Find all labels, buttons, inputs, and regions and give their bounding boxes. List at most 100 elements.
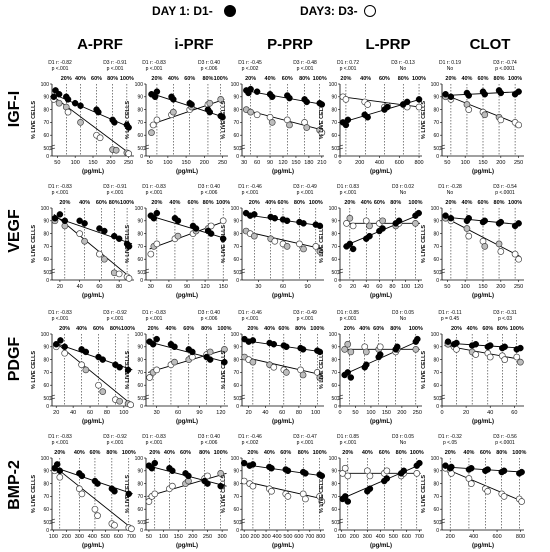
stat-d3-r: D3 r: -0.49 bbox=[293, 184, 317, 190]
y-tick-label: 80 bbox=[233, 481, 239, 487]
day3-point bbox=[128, 525, 135, 533]
x-tick-label: 150 bbox=[291, 160, 300, 166]
y-tick-label: 50 bbox=[233, 396, 239, 402]
x-axis-label: (pg/mL) bbox=[370, 543, 392, 549]
day3-point bbox=[81, 237, 88, 245]
day3-point bbox=[253, 111, 261, 119]
percent-marker: 40% bbox=[74, 450, 85, 456]
y-tick-label: 90 bbox=[433, 345, 439, 351]
y-axis-label: % LIVE CELLS bbox=[421, 101, 427, 140]
x-tick-label: 30 bbox=[154, 410, 160, 416]
x-tick-label: 60 bbox=[87, 410, 93, 416]
stat-d3-p: p <.001 bbox=[107, 316, 124, 322]
x-tick-label: 300 bbox=[363, 534, 372, 540]
x-tick-label: 300 bbox=[75, 534, 84, 540]
day1-point bbox=[286, 94, 293, 102]
day1-point bbox=[501, 343, 508, 351]
y-tick-label: 100 bbox=[431, 206, 440, 212]
x-axis-label: (pg/mL) bbox=[176, 169, 198, 175]
day3-point bbox=[341, 346, 348, 353]
stat-d1-r: D1 r: -0.28 bbox=[438, 184, 462, 190]
day1-point bbox=[101, 227, 108, 235]
y-tick-label: 100 bbox=[135, 456, 144, 462]
percent-marker: 60% bbox=[379, 76, 390, 82]
axis-break-mark bbox=[336, 144, 344, 151]
y-tick-label: 80 bbox=[331, 481, 337, 487]
x-tick-label: 100 bbox=[401, 284, 410, 290]
day3-point bbox=[206, 99, 214, 107]
day3-point bbox=[268, 119, 276, 126]
day3-point bbox=[250, 232, 258, 240]
x-tick-label: 100 bbox=[159, 534, 168, 540]
axis-break-mark bbox=[438, 394, 446, 401]
day3-point bbox=[341, 464, 349, 472]
day1-point bbox=[71, 99, 79, 107]
x-tick-label: 90 bbox=[196, 410, 202, 416]
percent-marker: 60% bbox=[482, 326, 493, 332]
day3-point bbox=[343, 220, 350, 227]
y-tick-label: 90 bbox=[433, 219, 439, 225]
percent-marker: 100% bbox=[214, 450, 228, 456]
day1-point bbox=[219, 114, 226, 121]
day3-point bbox=[486, 353, 494, 361]
day3-point bbox=[153, 240, 161, 248]
x-tick-label: 120 bbox=[200, 284, 209, 290]
y-tick-label: 80 bbox=[433, 231, 439, 237]
day3-point bbox=[376, 343, 384, 351]
y-tick-label: 70 bbox=[331, 494, 337, 500]
percent-marker: 40% bbox=[463, 450, 474, 456]
stat-d1-p: p <.001 bbox=[52, 190, 69, 196]
y-tick-label: 0 bbox=[140, 404, 143, 410]
x-tick-label: 180 bbox=[304, 160, 313, 166]
y-tick-label: 90 bbox=[43, 469, 49, 475]
day3-point bbox=[513, 353, 521, 361]
day3-point bbox=[148, 129, 155, 136]
y-axis-label: % LIVE CELLS bbox=[31, 101, 37, 140]
day1-point bbox=[414, 335, 421, 343]
y-tick-label: 0 bbox=[140, 278, 143, 284]
percent-marker: 60% bbox=[282, 76, 293, 82]
stat-d1-r: D1 r: -0.46 bbox=[238, 434, 262, 440]
y-tick-label: 70 bbox=[331, 244, 337, 250]
day1-point bbox=[364, 114, 371, 121]
x-tick-label: 100 bbox=[119, 410, 128, 416]
y-tick-label: 70 bbox=[43, 244, 49, 250]
x-tick-label: 60 bbox=[96, 284, 102, 290]
percent-marker: 80% bbox=[390, 200, 401, 206]
stat-d3-p: No bbox=[400, 190, 407, 196]
y-tick-label: 70 bbox=[331, 370, 337, 376]
stat-d1-r: D1 r: -0.83 bbox=[142, 184, 166, 190]
day1-point bbox=[50, 93, 58, 101]
x-tick-label: 200 bbox=[446, 534, 455, 540]
y-axis-label: % LIVE CELLS bbox=[221, 351, 227, 390]
y-tick-label: 60 bbox=[433, 507, 439, 513]
day1-point bbox=[189, 348, 196, 356]
y-tick-label: 80 bbox=[433, 357, 439, 363]
scatter-panel-igf-i-p-prp: D1 r: -0.45p <.002 D3 r: -0.48p <.001 20% 4… bbox=[221, 60, 327, 175]
day3-point bbox=[366, 472, 374, 480]
x-tick-label: 100 bbox=[163, 160, 172, 166]
day3-point bbox=[77, 119, 84, 126]
day1-point bbox=[465, 214, 472, 222]
day1-point bbox=[125, 490, 133, 498]
stat-d3-p: p <.001 bbox=[297, 190, 314, 196]
percent-marker: 40% bbox=[79, 200, 90, 206]
day3-point bbox=[316, 374, 324, 381]
y-tick-label: 100 bbox=[135, 332, 144, 338]
stat-d1-r: D1 r: -0.46 bbox=[238, 184, 262, 190]
day1-point bbox=[111, 119, 118, 126]
x-tick-label: 30 bbox=[148, 284, 154, 290]
y-tick-label: 0 bbox=[236, 154, 239, 160]
x-tick-label: 150 bbox=[219, 284, 228, 290]
stat-d3-r: D3 r: -0.91 bbox=[103, 60, 127, 66]
stat-d1-p: p <.001 bbox=[146, 190, 163, 196]
x-tick-label: 90 bbox=[305, 284, 311, 290]
stat-d3-r: D3 r: -0.54 bbox=[493, 184, 517, 190]
day3-point bbox=[270, 363, 278, 371]
day3-point bbox=[268, 487, 275, 495]
y-tick-label: 90 bbox=[233, 469, 239, 475]
y-tick-label: 90 bbox=[137, 219, 143, 225]
x-tick-label: 40 bbox=[487, 410, 493, 416]
